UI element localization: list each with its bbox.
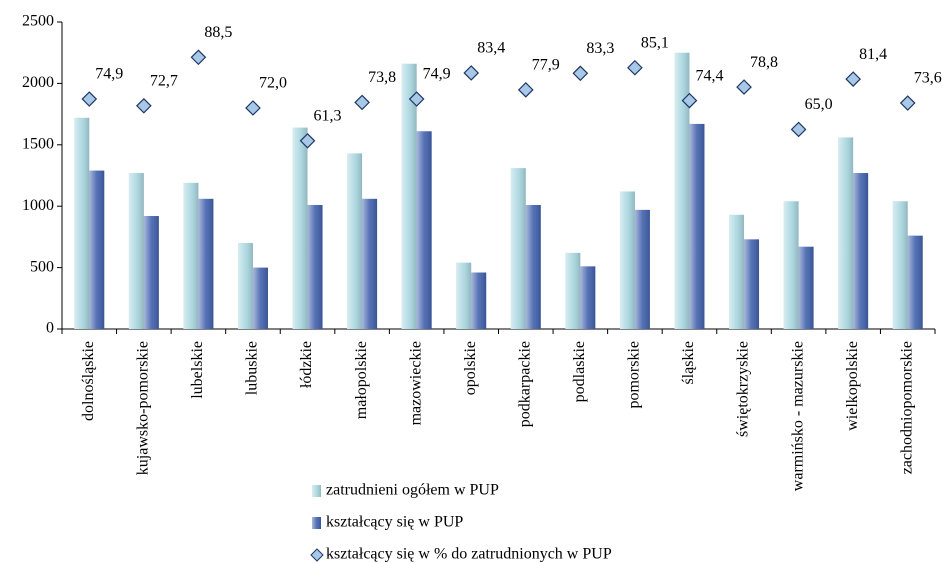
x-tick-label: podkarpackie [516, 341, 533, 427]
data-label: 77,9 [532, 57, 560, 74]
bar-shine [198, 198, 214, 329]
x-tick-label: małopolskie [353, 341, 370, 419]
bar-shine [128, 173, 144, 329]
marker [627, 59, 643, 76]
bar-shine [307, 204, 323, 329]
legend-label: kształcący się w PUP [326, 514, 463, 531]
bar-shine [634, 209, 650, 329]
data-label: 83,4 [477, 40, 505, 57]
data-label: 81,4 [859, 46, 887, 63]
bar-shine [580, 266, 596, 329]
bar-shine [674, 52, 690, 329]
data-label: 74,9 [95, 66, 123, 83]
marker [299, 132, 316, 149]
x-tick-label: wielkopolskie [844, 341, 861, 431]
x-tick-label: lubuskie [244, 341, 261, 395]
bar-shine [525, 204, 541, 329]
data-label: 72,0 [259, 75, 287, 92]
y-tick-label: 2000 [22, 74, 54, 91]
y-tick-label: 1500 [22, 135, 54, 152]
bar-shine [471, 272, 487, 329]
bar-shine [456, 262, 472, 329]
x-tick-label: śląskie [680, 341, 697, 385]
marker [463, 65, 480, 81]
legend-shine [312, 517, 321, 529]
legend-label: zatrudnieni ogółem w PUP [326, 482, 499, 499]
bar-shine [907, 235, 923, 329]
data-label: 74,4 [695, 67, 723, 84]
bar-shine [619, 191, 635, 329]
data-label: 73,6 [914, 70, 942, 87]
bar-shine [510, 168, 526, 329]
bar-shine [783, 201, 799, 329]
x-tick-label: podlaskie [571, 341, 588, 402]
bar-shine [853, 173, 869, 329]
legend-shine [312, 485, 321, 497]
data-label: 88,5 [204, 24, 232, 41]
bar-shine [401, 63, 417, 329]
bar-shine [892, 201, 908, 329]
bar-shine [689, 123, 705, 329]
marker [190, 49, 207, 66]
data-label: 65,0 [805, 96, 833, 113]
x-tick-label: kujawsko-pomorskie [135, 341, 152, 475]
bar-shine [838, 137, 854, 329]
y-tick-label: 0 [46, 320, 54, 337]
data-label: 72,7 [150, 72, 178, 89]
bar-shine [183, 182, 199, 329]
marker [135, 97, 152, 114]
y-tick-label: 500 [30, 258, 54, 275]
data-label: 78,8 [750, 54, 778, 71]
marker [790, 121, 807, 138]
marker [736, 79, 752, 95]
bar-shine [565, 252, 581, 329]
marker [681, 92, 698, 109]
legend-marker [310, 548, 324, 562]
marker [572, 65, 589, 82]
x-tick-label: warmińsko - mazurskie [789, 341, 806, 491]
x-tick-label: pomorskie [626, 341, 643, 409]
bar-shine [798, 246, 814, 329]
x-tick-label: dolnośląskie [80, 341, 97, 421]
bar-shine [416, 131, 432, 329]
x-tick-label: mazowieckie [407, 341, 424, 425]
bar-shine [89, 170, 105, 329]
marker [899, 95, 916, 111]
y-tick-label: 2500 [22, 13, 54, 30]
x-tick-label: lubelskie [189, 341, 206, 399]
bar-shine [292, 127, 308, 329]
bar-shine [347, 153, 363, 329]
data-label: 74,9 [423, 66, 451, 83]
bar-shine [74, 117, 90, 329]
bar-shine [362, 198, 378, 329]
bar-shine [744, 239, 760, 329]
legend-label: kształcący się w % do zatrudnionych w PU… [326, 546, 612, 563]
bar-shine [237, 243, 253, 329]
data-label: 73,8 [368, 69, 396, 86]
marker [245, 100, 261, 116]
x-tick-label: opolskie [462, 341, 479, 395]
marker [408, 91, 425, 107]
marker [845, 71, 862, 87]
data-label: 61,3 [314, 107, 342, 124]
bar-shine [729, 214, 745, 329]
data-label: 85,1 [641, 34, 669, 51]
bar-shine [143, 216, 159, 329]
x-tick-label: świętokrzyskie [735, 341, 752, 437]
data-label: 83,3 [586, 40, 614, 57]
marker [81, 91, 98, 107]
marker [354, 94, 370, 111]
x-tick-label: łódzkie [298, 341, 315, 388]
y-tick-label: 1000 [22, 197, 54, 214]
marker [517, 81, 534, 98]
x-tick-label: zachodniopomorskie [898, 341, 915, 474]
bar-shine [252, 267, 268, 329]
